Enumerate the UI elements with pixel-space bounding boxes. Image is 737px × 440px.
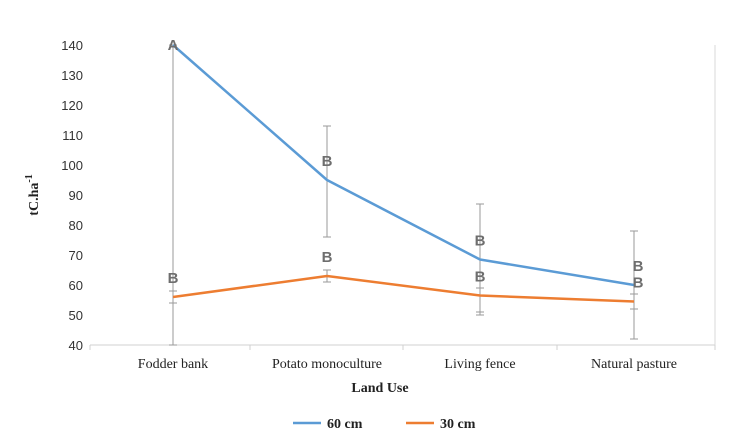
x-axis-title: Land Use — [351, 381, 408, 396]
y-tick-label: 140 — [61, 38, 83, 53]
significance-letter: B — [475, 233, 486, 250]
x-axis: Fodder bank Potato monoculture Living fenc… — [89, 345, 716, 372]
y-axis-title-superscript: -1 — [24, 174, 35, 182]
significance-letter: B — [168, 270, 179, 287]
y-tick-label: 130 — [61, 68, 83, 83]
significance-letter: B — [633, 275, 644, 292]
series-lines — [172, 44, 635, 303]
significance-letter: B — [633, 258, 644, 275]
y-tick-label: 60 — [69, 278, 83, 293]
y-tick-label: 100 — [61, 158, 83, 173]
significance-letter: B — [322, 249, 333, 266]
x-tick-label: Potato monoculture — [272, 357, 382, 372]
y-axis: 40 50 60 70 80 90 100 110 120 130 140 — [61, 38, 83, 353]
y-tick-label: 80 — [69, 218, 83, 233]
series-line-1 — [172, 274, 635, 303]
y-axis-title-group: tC.ha-1 — [24, 174, 42, 215]
legend-label: 60 cm — [327, 417, 363, 432]
y-axis-title: tC.ha — [27, 183, 42, 216]
significance-letter: B — [475, 269, 486, 286]
y-tick-label: 110 — [62, 128, 83, 143]
significance-letter: B — [322, 153, 333, 170]
x-tick-label: Natural pasture — [591, 357, 677, 372]
y-tick-label: 40 — [69, 338, 83, 353]
legend-label: 30 cm — [440, 417, 476, 432]
x-tick-label: Fodder bank — [138, 357, 208, 372]
y-tick-label: 70 — [69, 248, 83, 263]
y-tick-label: 90 — [69, 188, 83, 203]
svg-text:tC.ha-1: tC.ha-1 — [24, 174, 42, 215]
x-tick-label: Living fence — [444, 357, 515, 372]
legend: 60 cm 30 cm — [293, 417, 476, 432]
significance-letter: A — [168, 37, 179, 54]
y-tick-label: 50 — [69, 308, 83, 323]
series-line-0 — [172, 44, 635, 287]
y-tick-label: 120 — [61, 98, 83, 113]
